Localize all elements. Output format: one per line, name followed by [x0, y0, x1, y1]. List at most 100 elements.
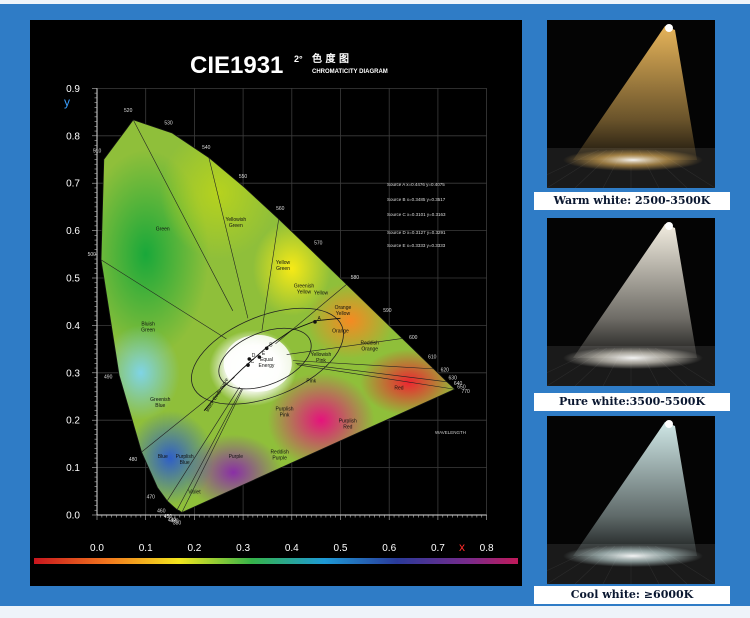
white-region-ellipse: [191, 307, 344, 405]
x-tick-label: 0.8: [480, 543, 494, 554]
wavelength-label: 470: [147, 494, 156, 500]
wavelength-label: 440: [168, 518, 177, 524]
region-label: Yellow Green: [276, 260, 291, 272]
wavelength-label: 380: [173, 521, 182, 527]
region-label: Purple: [229, 454, 244, 460]
source-point-c: [246, 363, 250, 367]
chart-title-superscript: 2°: [294, 54, 303, 64]
wavelength-label: 550: [239, 174, 248, 180]
y-tick-label: 0.4: [66, 321, 80, 332]
light-pool: [563, 347, 703, 369]
y-tick-label: 0.8: [66, 131, 80, 142]
source-point-label: C: [251, 359, 255, 365]
light-source: [665, 222, 673, 230]
wavelength-label: 560: [276, 206, 285, 212]
top-band: [0, 0, 750, 4]
source-point-label: D: [252, 353, 256, 359]
source-legend-entry: Source E x=0.3333 y=0.3333: [387, 243, 446, 248]
axes: [92, 88, 487, 520]
region-label: Orange: [332, 329, 349, 335]
region-label: Greenish Yellow: [294, 283, 315, 295]
wavelength-label: 570: [314, 240, 323, 246]
x-tick-label: 0.6: [382, 543, 396, 554]
source-point-label: B: [269, 342, 273, 348]
region-boundary-ray: [295, 362, 448, 383]
region-label: Yellowish Pink: [311, 352, 332, 364]
wavelength-label: 490: [104, 375, 113, 381]
y-tick-label: 0.1: [66, 463, 80, 474]
region-boundary-ray: [166, 386, 240, 502]
source-legend-entry: Source B x=0.3485 y=0.3517: [387, 197, 446, 202]
source-point-label: E: [262, 351, 266, 357]
x-tick-label: 0.3: [236, 543, 250, 554]
region-boundary-ray: [181, 389, 243, 513]
light-beam: [573, 26, 697, 160]
wavelength-label: 600: [409, 335, 418, 341]
source-legend-entry: Source D x=0.3127 y=0.3291: [387, 230, 446, 235]
region-boundary-ray: [208, 157, 249, 319]
wavelength-label: 770: [461, 389, 470, 395]
region-label: Purplish Pink: [275, 407, 293, 419]
wavelength-label: 590: [383, 308, 392, 314]
x-tick-label: 0.5: [334, 543, 348, 554]
wavelength-label: 610: [428, 355, 437, 361]
y-tick-label: 0.7: [66, 179, 80, 190]
region-label: Pink: [306, 378, 316, 384]
y-tick-label: 0.3: [66, 368, 80, 379]
y-tick-label: 0.0: [66, 511, 80, 522]
source-point-d: [247, 357, 252, 361]
region-label: Yellow: [314, 291, 329, 297]
y-tick-label: 0.2: [66, 416, 80, 427]
warm-white-caption: Warm white: 2500-3500K: [534, 192, 730, 210]
wavelength-label: 460: [157, 508, 166, 514]
source-legend-entry: Source C x=0.3101 y=0.3163: [387, 212, 446, 217]
region-label: Greenish Blue: [150, 397, 171, 409]
y-tick-label: 0.9: [66, 84, 80, 95]
source-point-b: [264, 346, 269, 351]
region-label: Equal Energy: [259, 357, 275, 369]
wavelength-label: 620: [441, 368, 450, 374]
gamut-blob: [126, 410, 214, 506]
wavelength-axis-label: WAVELENGTH: [435, 430, 466, 435]
light-source: [665, 24, 673, 32]
region-label: Purplish Blue: [176, 454, 194, 466]
region-label: Red: [394, 385, 403, 391]
x-tick-label: 0.1: [139, 543, 153, 554]
y-tick-label: 0.5: [66, 274, 80, 285]
light-pool: [563, 545, 703, 567]
region-boundary-ray: [275, 284, 347, 344]
y-tick-label: 0.6: [66, 226, 80, 237]
spectral-locus: [100, 119, 456, 514]
source-point-e: [257, 355, 262, 359]
region-boundary-ray: [261, 218, 279, 331]
region-label: Green: [156, 227, 170, 233]
warm-white-photo: [547, 20, 715, 188]
wavelength-label: 520: [124, 108, 133, 114]
x-tick-label: 0.7: [431, 543, 445, 554]
region-boundary-ray: [141, 377, 235, 453]
light-beam: [573, 422, 697, 556]
wavelength-label: 450: [164, 514, 173, 520]
region-label: Violet: [188, 490, 201, 496]
wavelength-label: 580: [351, 275, 360, 281]
gamut-blob: [160, 126, 278, 260]
source-legend-entry: Source A x=0.4476 y=0.4075: [387, 182, 445, 187]
x-tick-labels: 0.0 0.1 0.2 0.3 0.4 0.5 0.6 0.7 0.8: [90, 543, 494, 554]
rainbow-bar: [34, 558, 518, 564]
region-label: Reddish Orange: [361, 340, 380, 352]
region-label: Reddish Purple: [270, 449, 289, 461]
chart-title-cjk: 色 度 图: [312, 52, 349, 65]
bottom-band: [0, 606, 750, 618]
x-tick-label: 0.4: [285, 543, 299, 554]
wavelength-label: 640: [454, 381, 463, 387]
region-label: Bluish Green: [141, 321, 155, 333]
light-beam: [573, 224, 697, 358]
region-label: Purplish Red: [339, 419, 357, 431]
chromaticity-chart-panel: 0.0 0.1 0.2 0.3 0.4 0.5 0.6 0.7 0.8 0.0 0.1 0.2 0.3…: [30, 20, 522, 586]
chart-title: CIE1931: [190, 52, 283, 79]
light-source: [665, 420, 673, 428]
pure-white-caption: Pure white:3500-5500K: [534, 393, 730, 411]
source-point-label: A: [317, 316, 321, 322]
